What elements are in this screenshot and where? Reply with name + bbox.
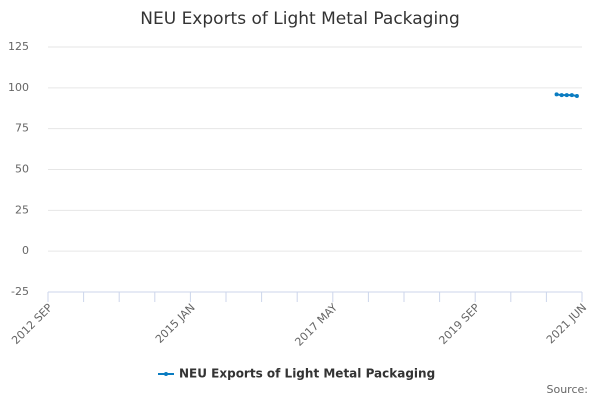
point <box>574 94 579 98</box>
y-tick-label: 75 <box>15 122 29 135</box>
legend-label: NEU Exports of Light Metal Packaging <box>179 367 435 381</box>
y-tick-label: 25 <box>15 203 29 216</box>
x-tick-label: 2019 SEP <box>436 301 482 347</box>
y-tick-label: 0 <box>22 244 29 257</box>
point <box>569 93 574 98</box>
x-tick-label: 2021 JUN <box>544 301 589 346</box>
y-tick-label: 125 <box>8 40 29 53</box>
x-tick-label: 2012 SEP <box>9 301 55 347</box>
point <box>559 93 564 98</box>
y-tick-label: 50 <box>15 163 29 176</box>
point <box>554 92 559 97</box>
y-tick-label: -25 <box>11 285 29 298</box>
point <box>564 93 569 98</box>
y-tick-label: 100 <box>8 81 29 94</box>
source: Source: <box>547 383 589 396</box>
chart-title: NEU Exports of Light Metal Packaging <box>140 9 459 29</box>
x-tick-label: 2015 JAN <box>153 301 198 346</box>
x-tick-label: 2017 MAY <box>292 301 340 349</box>
legend-marker <box>164 372 168 376</box>
